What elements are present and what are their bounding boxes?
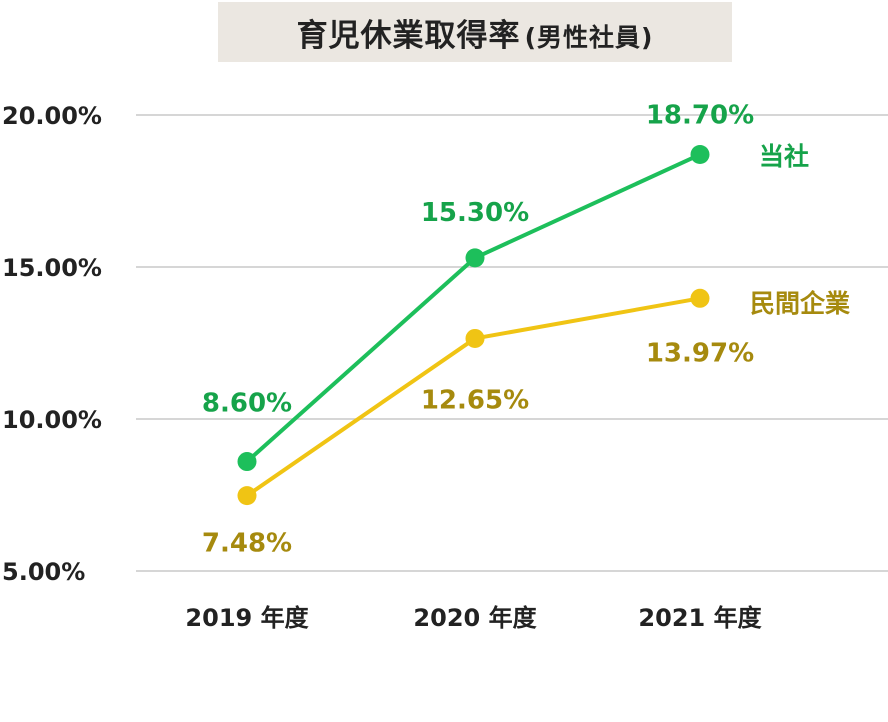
data-point-company <box>465 248 485 268</box>
data-point-company <box>237 452 257 472</box>
chart-title: 育児休業取得率 (男性社員) <box>297 10 654 55</box>
data-label-company: 8.60% <box>202 389 292 419</box>
data-label-private: 12.65% <box>421 385 529 415</box>
series-name-private: 民間企業 <box>750 289 850 318</box>
data-label-company: 18.70% <box>646 101 754 131</box>
chart-title-box: 育児休業取得率 (男性社員) <box>218 2 732 62</box>
y-tick-label: 15.00% <box>2 254 102 282</box>
chart-title-sub: (男性社員) <box>524 22 654 52</box>
x-tick-label: 2021 年度 <box>638 604 762 632</box>
data-label-company: 15.30% <box>421 198 529 228</box>
y-tick-label: 20.00% <box>2 102 102 130</box>
chart-title-main: 育児休業取得率 <box>296 17 521 54</box>
y-tick-label: 5.00% <box>2 558 85 586</box>
data-label-private: 13.97% <box>646 338 754 368</box>
series-name-company: 当社 <box>759 142 809 171</box>
x-tick-label: 2020 年度 <box>413 604 537 632</box>
x-tick-label: 2019 年度 <box>185 604 309 632</box>
data-point-company <box>690 145 710 165</box>
y-tick-label: 10.00% <box>2 406 102 434</box>
data-label-private: 7.48% <box>202 529 292 559</box>
data-point-private <box>465 328 485 348</box>
data-point-private <box>237 486 257 506</box>
data-point-private <box>690 288 710 308</box>
